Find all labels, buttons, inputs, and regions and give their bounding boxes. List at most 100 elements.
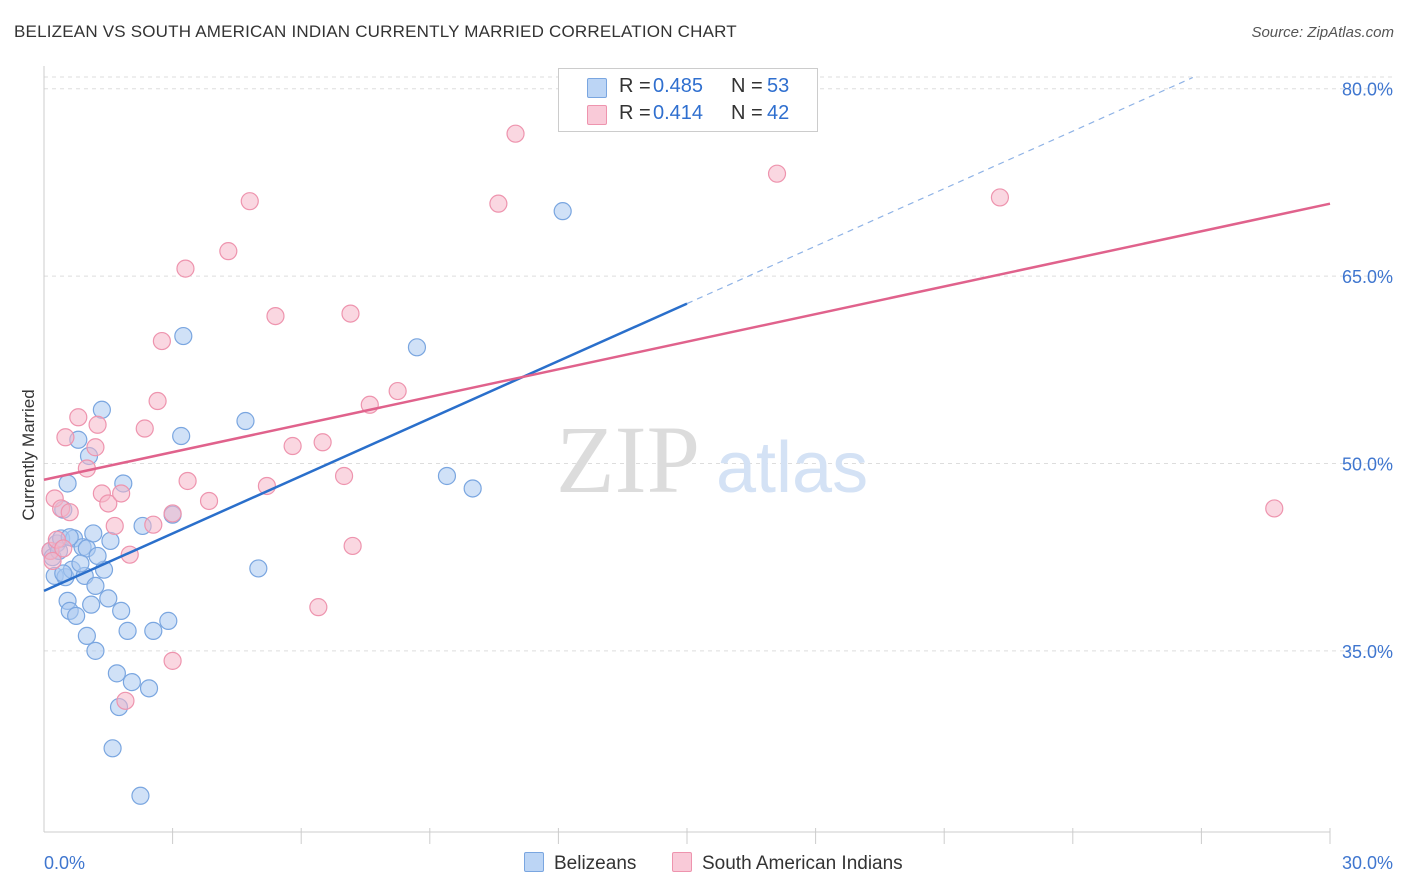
south-american-indian-point [176,259,195,278]
south-american-indian-trendline [43,202,1331,481]
belizean-point [67,606,86,625]
south-american-indian-point [148,391,167,411]
belizean-trendline [43,302,688,593]
belizean-point [101,531,120,551]
legend-item-south-american-indians: South American Indians [672,852,903,875]
south-american-indian-point [341,304,360,323]
legend-item-belizeans: Belizeans [524,852,636,875]
belizean-point [82,595,101,614]
south-american-indian-point [990,188,1010,207]
south-american-indian-point [69,408,88,427]
y-tick-label: 50.0% [1342,454,1393,474]
y-axis-title: Currently Married [19,389,38,520]
south-american-indian-point [489,194,508,213]
belizean-point [249,559,268,578]
belizean-point [77,626,96,645]
south-american-indian-point [240,192,259,211]
belizean-point [84,524,103,543]
trendline-layer [43,76,1331,593]
belizean-point [139,679,159,698]
belizean-point [236,411,255,431]
y-tick-label: 35.0% [1342,642,1393,662]
belizean-point [463,479,482,498]
belizean-point [122,672,141,692]
legend-swatch-blue [587,78,607,98]
south-american-indian-point [105,516,124,536]
belizean-point [112,601,131,620]
legend-r-value: 0.485 [653,75,704,97]
legend-swatch-blue [524,852,544,872]
belizean-point [71,554,90,573]
south-american-indian-point [283,436,302,456]
south-american-indian-point [1265,499,1284,518]
belizean-point [131,786,150,805]
legend-n-value: 53 [767,75,790,97]
belizean-point [58,474,77,493]
legend-swatch-pink [672,852,692,872]
source-label: Source: ZipAtlas.com [1251,24,1394,41]
south-american-indian-point [163,651,182,670]
south-american-indian-point [266,306,285,326]
y-tick-label: 65.0% [1342,267,1393,287]
south-american-indian-point [388,381,407,401]
belizean-point [92,400,111,419]
legend-r-value: 0.414 [653,102,704,124]
south-american-indian-point [86,438,105,457]
south-american-indian-point [313,433,332,452]
legend-label-belizeans: Belizeans [554,853,637,874]
south-american-indian-point [99,494,118,513]
legend-swatch-pink [587,105,607,125]
south-american-indian-point [56,428,75,447]
south-american-indian-point [343,536,362,556]
correlation-legend: R = 0.485 N = 53 R = 0.414 N = 42 [558,68,818,132]
south-american-indian-point [309,598,328,617]
south-american-indian-point [144,515,163,534]
south-american-indian-point [178,471,197,491]
x-tick-label-max: 30.0% [1342,853,1393,873]
south-american-indian-point [334,466,354,486]
belizean-point [103,739,122,758]
belizean-point [407,338,427,357]
south-american-indian-point [60,503,79,522]
legend-n-label: N = [731,102,763,124]
south-american-indian-point [54,539,73,558]
belizean-point [174,326,193,346]
belizean-point [118,621,137,640]
belizean-point [88,546,107,566]
belizean-point [107,664,126,683]
south-american-indian-point [506,124,525,143]
x-tick-label-min: 0.0% [44,853,85,873]
belizean-point [553,202,572,221]
points-layer [41,124,1284,805]
watermark-atlas: atlas [716,428,868,508]
axis-layer [43,66,1331,844]
watermark-zip: ZIP [556,406,700,513]
legend-r-label: R = [619,75,651,97]
south-american-indian-point [88,415,107,434]
south-american-indian-point [219,242,238,261]
south-american-indian-point [152,331,171,351]
chart-title: BELIZEAN VS SOUTH AMERICAN INDIAN CURREN… [14,22,737,41]
south-american-indian-point [135,419,154,438]
belizean-point [159,611,178,630]
belizean-trendline-extension [686,76,1194,305]
belizean-point [437,466,457,486]
belizean-point [144,621,163,640]
belizean-point [99,589,118,608]
watermark: ZIP atlas [556,406,868,513]
y-tick-label: 80.0% [1342,80,1393,100]
belizean-point [172,426,191,446]
legend-label-south-american-indians: South American Indians [702,853,903,874]
belizean-point [86,641,105,660]
belizean-point [86,576,105,596]
south-american-indian-point [199,491,219,511]
legend-r-label: R = [619,102,651,124]
south-american-indian-point [112,484,131,503]
south-american-indian-point [163,504,182,523]
legend-n-label: N = [731,75,763,97]
grid-layer [44,76,1392,652]
south-american-indian-point [116,691,135,710]
south-american-indian-point [767,164,787,183]
south-american-indian-point [43,551,62,571]
